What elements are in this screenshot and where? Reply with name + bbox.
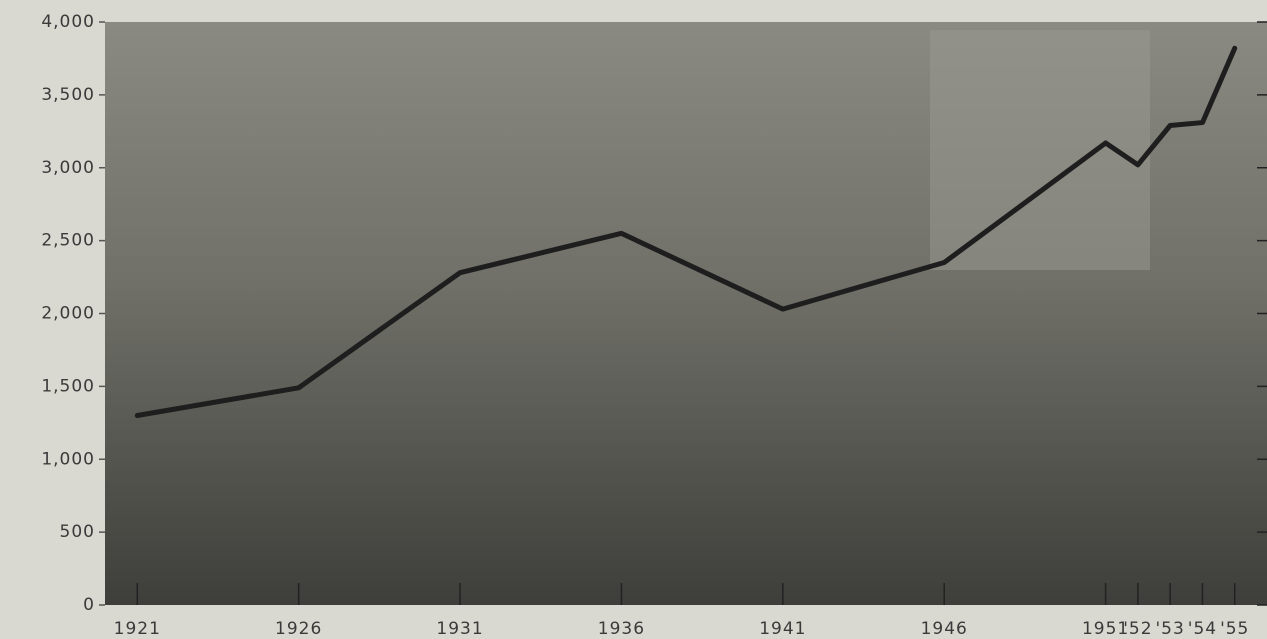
y-tick-label: 3,000 [41, 158, 95, 178]
x-tick-label: 1931 [436, 619, 483, 639]
y-tick-label: 1,000 [41, 449, 95, 469]
x-tick-label: 1921 [114, 619, 161, 639]
y-tick-label: 2,500 [41, 231, 95, 251]
y-tick-label: 3,500 [41, 85, 95, 105]
x-tick-label: 1946 [921, 619, 968, 639]
y-tick-label: 1,500 [41, 376, 95, 396]
x-tick-label: '53 [1156, 619, 1185, 639]
y-tick-label: 4,000 [41, 12, 95, 32]
x-tick-label: 1941 [759, 619, 806, 639]
x-tick-label: 1951 [1082, 619, 1129, 639]
y-tick-label: 0 [83, 595, 95, 615]
x-tick-label: 1926 [275, 619, 322, 639]
x-tick-label: '52 [1123, 619, 1152, 639]
y-tick-label: 2,000 [41, 304, 95, 324]
x-tick-label: '55 [1220, 619, 1249, 639]
x-tick-label: '54 [1188, 619, 1217, 639]
chart: 0 500 1,000 1,500 2,000 2,500 3,000 3,500 4,000 1… [0, 0, 1267, 639]
x-tick-label: 1936 [598, 619, 645, 639]
y-tick-label: 500 [60, 522, 95, 542]
